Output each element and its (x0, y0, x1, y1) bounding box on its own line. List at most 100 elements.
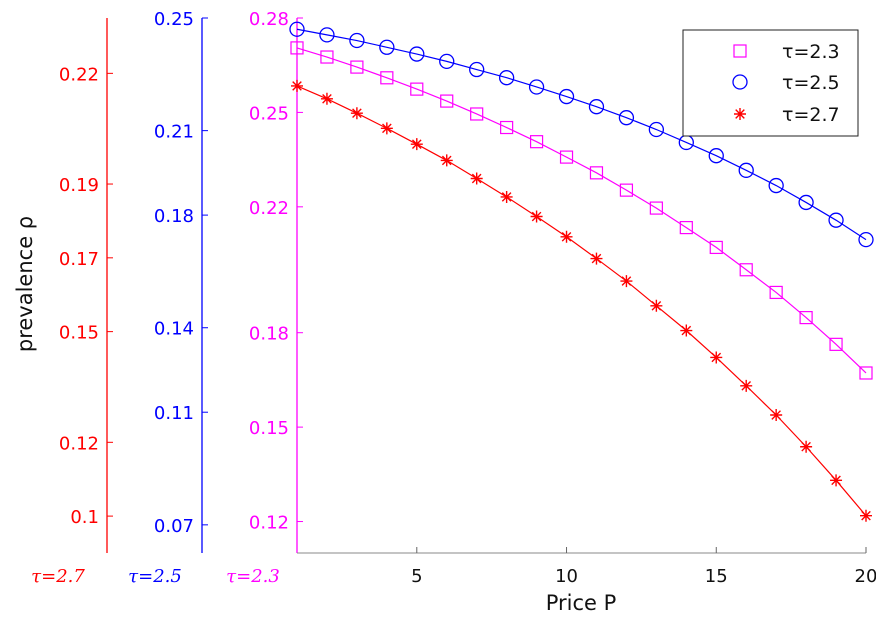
legend-label-tau-2-7: τ=2.7 (782, 104, 840, 126)
data-point (732, 74, 748, 90)
y-tick-label: 0.28 (249, 9, 289, 30)
series-0 (290, 41, 873, 380)
data-point (708, 148, 724, 164)
series-line (296, 47, 867, 374)
series-layer (289, 21, 874, 522)
data-point (349, 32, 365, 49)
y-tick-label: 0.18 (154, 206, 194, 227)
legend-marker-tau-2-3 (733, 44, 747, 58)
y-tick-label: 0.21 (154, 122, 194, 143)
series-2 (291, 79, 872, 522)
data-point (588, 99, 605, 115)
data-point (860, 509, 872, 522)
y-tick-label: 0.25 (154, 9, 194, 30)
data-point (710, 351, 723, 364)
x-tick-label: 10 (555, 566, 578, 587)
y-tick-label: 0.07 (154, 516, 194, 537)
data-point (858, 231, 874, 248)
data-point (828, 212, 844, 228)
data-point (830, 474, 843, 487)
x-tick-label: 20 (855, 566, 876, 587)
data-point (530, 210, 543, 223)
data-point (769, 285, 783, 300)
legend: τ=2.3 τ=2.5 τ=2.7 (682, 29, 859, 137)
y-tick-label: 0.15 (249, 418, 289, 439)
data-point (291, 79, 303, 92)
data-point (829, 337, 843, 351)
y-axis-title-1: τ=2.5 (128, 566, 182, 587)
data-point (648, 121, 665, 138)
data-point (768, 177, 784, 194)
data-point (740, 379, 753, 392)
y-axis-1: 0.07 0.11 0.14 0.18 0.21 0.25 τ=2.5 (128, 9, 208, 587)
data-point (440, 94, 454, 108)
data-point (470, 172, 483, 185)
legend-label-tau-2-3: τ=2.3 (782, 41, 840, 63)
data-point (289, 21, 305, 37)
data-point (799, 311, 813, 325)
data-point (440, 154, 453, 167)
y-tick-label: 0.1 (70, 507, 99, 528)
y-axis-title-0: τ=2.7 (31, 566, 85, 587)
data-point (679, 220, 693, 235)
y-tick-label: 0.11 (154, 403, 194, 424)
data-point (738, 162, 754, 178)
data-point (559, 150, 574, 164)
data-point (798, 194, 814, 211)
y-tick-label: 0.14 (154, 319, 194, 340)
data-point (590, 252, 603, 265)
data-point (470, 107, 484, 121)
data-point (409, 46, 425, 62)
data-point (290, 41, 304, 55)
y-tick-label: 0.12 (59, 433, 99, 454)
data-point (859, 366, 873, 380)
data-point (620, 275, 633, 288)
data-point (500, 120, 514, 135)
series-1 (289, 21, 874, 248)
y-tick-label: 0.19 (59, 175, 99, 196)
data-point (649, 201, 663, 215)
data-point (589, 166, 604, 180)
data-point (319, 27, 335, 43)
data-point (770, 409, 783, 422)
data-point (560, 230, 573, 243)
data-point (380, 122, 393, 135)
y-tick-label: 0.22 (249, 198, 289, 219)
data-point (500, 190, 513, 203)
series-line (296, 85, 867, 517)
y-axis-0: 0.1 0.12 0.15 0.17 0.19 0.22 τ=2.7 (31, 18, 113, 587)
x-axis-label: Price P (546, 591, 617, 615)
data-point (529, 135, 544, 149)
x-tick-label: 5 (411, 566, 422, 587)
data-point (618, 110, 635, 126)
y-tick-label: 0.22 (59, 64, 99, 85)
data-point (739, 263, 753, 277)
y-axis-title-2: τ=2.3 (226, 566, 280, 587)
data-point (320, 92, 333, 105)
data-point (733, 44, 747, 58)
data-point (469, 61, 485, 78)
y-tick-label: 0.18 (249, 324, 289, 345)
y-axis-label: prevalence ρ (13, 216, 37, 352)
data-point (350, 60, 364, 74)
x-tick-label: 15 (705, 566, 728, 587)
data-point (680, 324, 693, 337)
legend-marker-tau-2-7 (734, 108, 746, 120)
axes-layer: 0.1 0.12 0.15 0.17 0.19 0.22 τ=2.7 0.07 0.11 0.14… (31, 9, 303, 587)
data-point (650, 299, 663, 312)
legend-label-tau-2-5: τ=2.5 (782, 72, 840, 94)
y-axis-2: 0.12 0.15 0.18 0.22 0.25 0.28 τ=2.3 (226, 9, 303, 587)
data-point (558, 88, 575, 105)
data-point (320, 50, 334, 64)
data-point (734, 108, 746, 120)
y-tick-label: 0.12 (249, 513, 289, 534)
y-tick-label: 0.17 (59, 249, 99, 270)
data-point (410, 82, 424, 96)
data-point (528, 79, 545, 95)
data-point (350, 107, 363, 120)
data-point (800, 440, 813, 453)
data-point (379, 39, 395, 55)
data-point (410, 138, 423, 151)
y-tick-label: 0.15 (59, 323, 99, 344)
